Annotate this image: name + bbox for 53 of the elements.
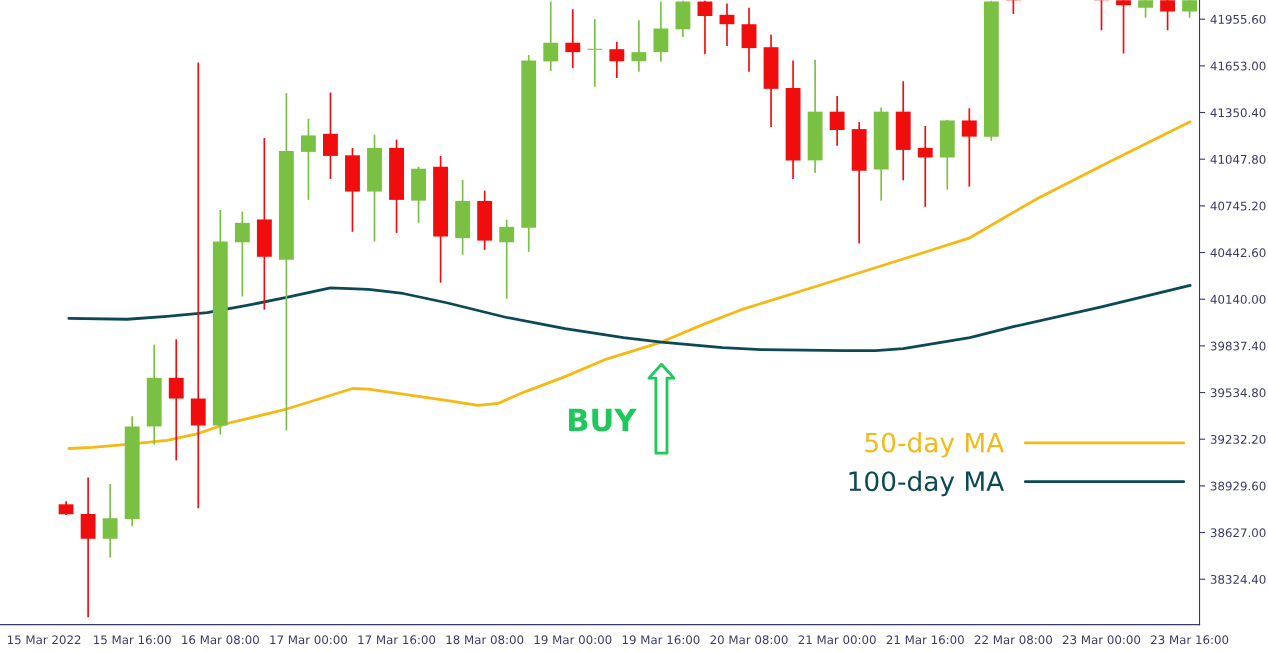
y-tick-label: 38324.40: [1210, 574, 1266, 584]
candlestick: [323, 91, 338, 180]
y-tick-label: 40745.20: [1210, 201, 1266, 211]
y-tick-label: 39534.80: [1210, 388, 1266, 398]
x-tick-label: 15 Mar 16:00: [94, 635, 171, 645]
y-tick-label: 39232.20: [1210, 434, 1266, 444]
candlestick: [961, 107, 977, 188]
x-tick-label: 19 Mar 16:00: [622, 635, 700, 645]
x-tick-label: 17 Mar 16:00: [358, 635, 436, 645]
candlestick: [190, 61, 206, 510]
candlestick: [917, 125, 933, 208]
y-tick-label: 38929.60: [1210, 481, 1266, 491]
candlestick: [499, 218, 515, 300]
y-tick-label: 39837.40: [1210, 341, 1266, 351]
x-tick-label: 15 Mar 2022: [7, 635, 81, 645]
candlestick: [741, 6, 757, 73]
candlestick: [102, 483, 118, 559]
candlestick: [1094, 0, 1109, 32]
candlestick: [653, 0, 669, 63]
candlestick: [587, 18, 603, 88]
candlestick: [1160, 0, 1176, 32]
candlestick: [1116, 0, 1131, 55]
y-tick-label: 40442.60: [1210, 248, 1266, 258]
x-tick-label: 21 Mar 16:00: [886, 635, 964, 645]
y-tick-label: 41653.00: [1210, 61, 1266, 71]
y-tick-label: 41047.80: [1210, 154, 1266, 164]
y-tick-label: 41955.60: [1210, 14, 1266, 24]
candlestick: [543, 0, 559, 72]
candlestick: [300, 117, 316, 201]
candlestick: [697, 0, 713, 55]
x-tick-label: 19 Mar 00:00: [534, 635, 612, 645]
annotation: BUY: [569, 408, 637, 432]
candlestick: [565, 8, 581, 70]
x-tick-label: 23 Mar 00:00: [1062, 635, 1141, 645]
line-series: [67, 284, 1192, 352]
y-tick-label: 41350.40: [1210, 108, 1266, 118]
y-tick-label: 40140.00: [1210, 294, 1266, 304]
candlestick: [829, 95, 845, 147]
x-tick-label: 23 Mar 16:00: [1151, 635, 1229, 645]
x-tick-label: 22 Mar 08:00: [974, 635, 1052, 645]
candlestick: [719, 2, 735, 47]
candlestick: [631, 19, 647, 73]
x-tick-label: 20 Mar 08:00: [710, 635, 788, 645]
x-tick-label: 18 Mar 08:00: [446, 635, 524, 645]
text: 50-day MA: [865, 432, 1005, 458]
y-tick-label: 38627.00: [1210, 528, 1266, 538]
candlestick: [168, 338, 184, 462]
x-tick-label: 16 Mar 08:00: [182, 635, 259, 645]
text: 100-day MA: [849, 470, 1005, 497]
x-tick-label: 21 Mar 00:00: [798, 635, 876, 645]
x-tick-label: 17 Mar 00:00: [270, 635, 348, 645]
candlestick: [234, 210, 250, 298]
candlestick: [609, 40, 625, 79]
